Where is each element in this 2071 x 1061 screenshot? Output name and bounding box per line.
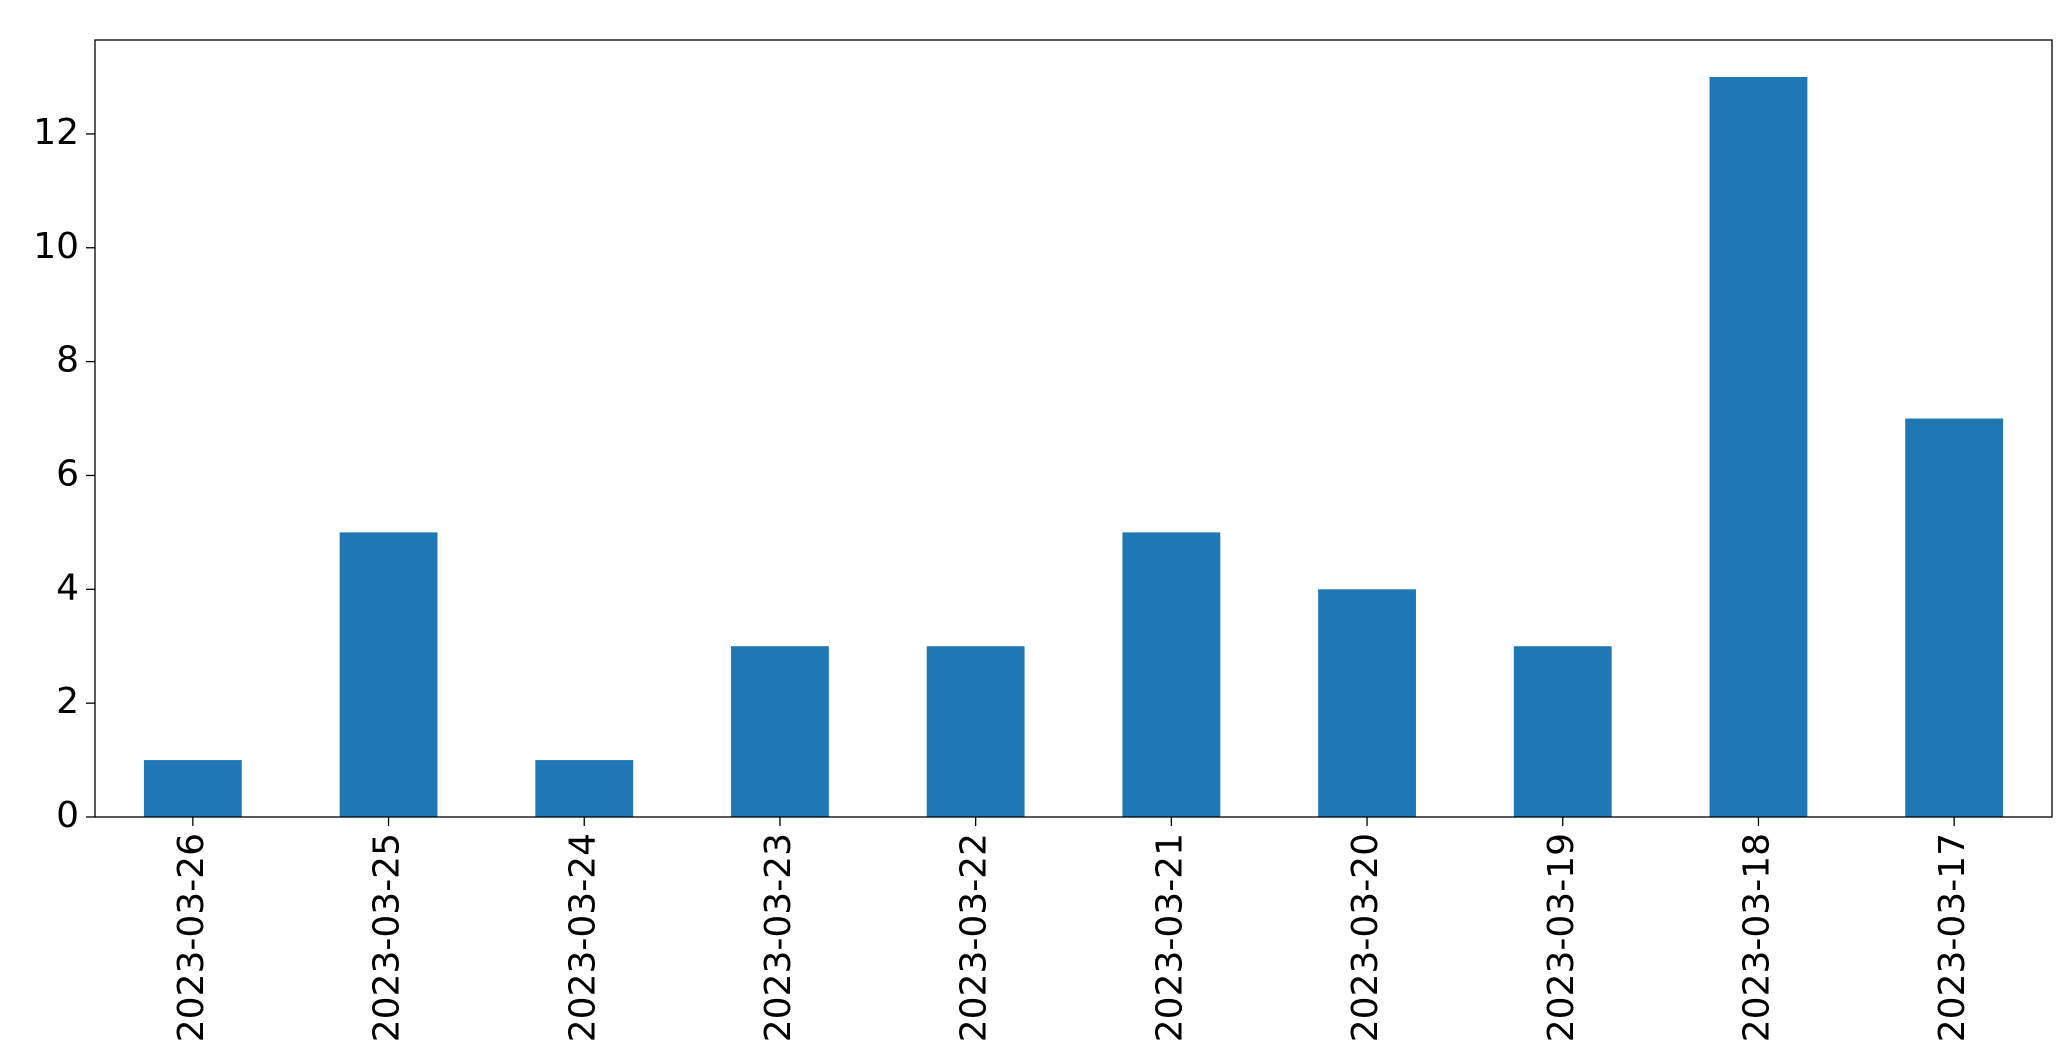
bar <box>1905 418 2004 817</box>
y-tick-label: 10 <box>33 226 79 267</box>
y-tick-label: 12 <box>33 112 79 153</box>
x-tick-label: 2023-03-20 <box>1345 833 1386 1042</box>
bar <box>926 646 1025 817</box>
bar <box>143 760 242 817</box>
bar <box>535 760 634 817</box>
x-tick-label: 2023-03-23 <box>758 833 799 1042</box>
x-tick-label: 2023-03-18 <box>1736 833 1777 1042</box>
y-tick-label: 6 <box>56 453 79 494</box>
y-tick-label: 8 <box>56 340 79 381</box>
bar <box>1122 532 1221 817</box>
x-tick-label: 2023-03-21 <box>1149 833 1190 1042</box>
y-tick-label: 4 <box>56 567 79 608</box>
bar <box>1318 589 1416 817</box>
x-tick-label: 2023-03-25 <box>367 833 408 1042</box>
bar <box>1513 646 1612 817</box>
bar <box>1709 77 1808 817</box>
x-tick-label: 2023-03-24 <box>562 833 603 1042</box>
bar <box>731 646 829 817</box>
bar <box>339 532 438 817</box>
x-tick-label: 2023-03-19 <box>1541 833 1582 1042</box>
x-tick-label: 2023-03-22 <box>954 833 995 1042</box>
y-tick-label: 2 <box>56 681 79 722</box>
x-tick-label: 2023-03-17 <box>1932 833 1973 1042</box>
x-tick-label: 2023-03-26 <box>171 833 212 1042</box>
y-tick-label: 0 <box>56 795 79 836</box>
plot-frame <box>94 39 2053 818</box>
